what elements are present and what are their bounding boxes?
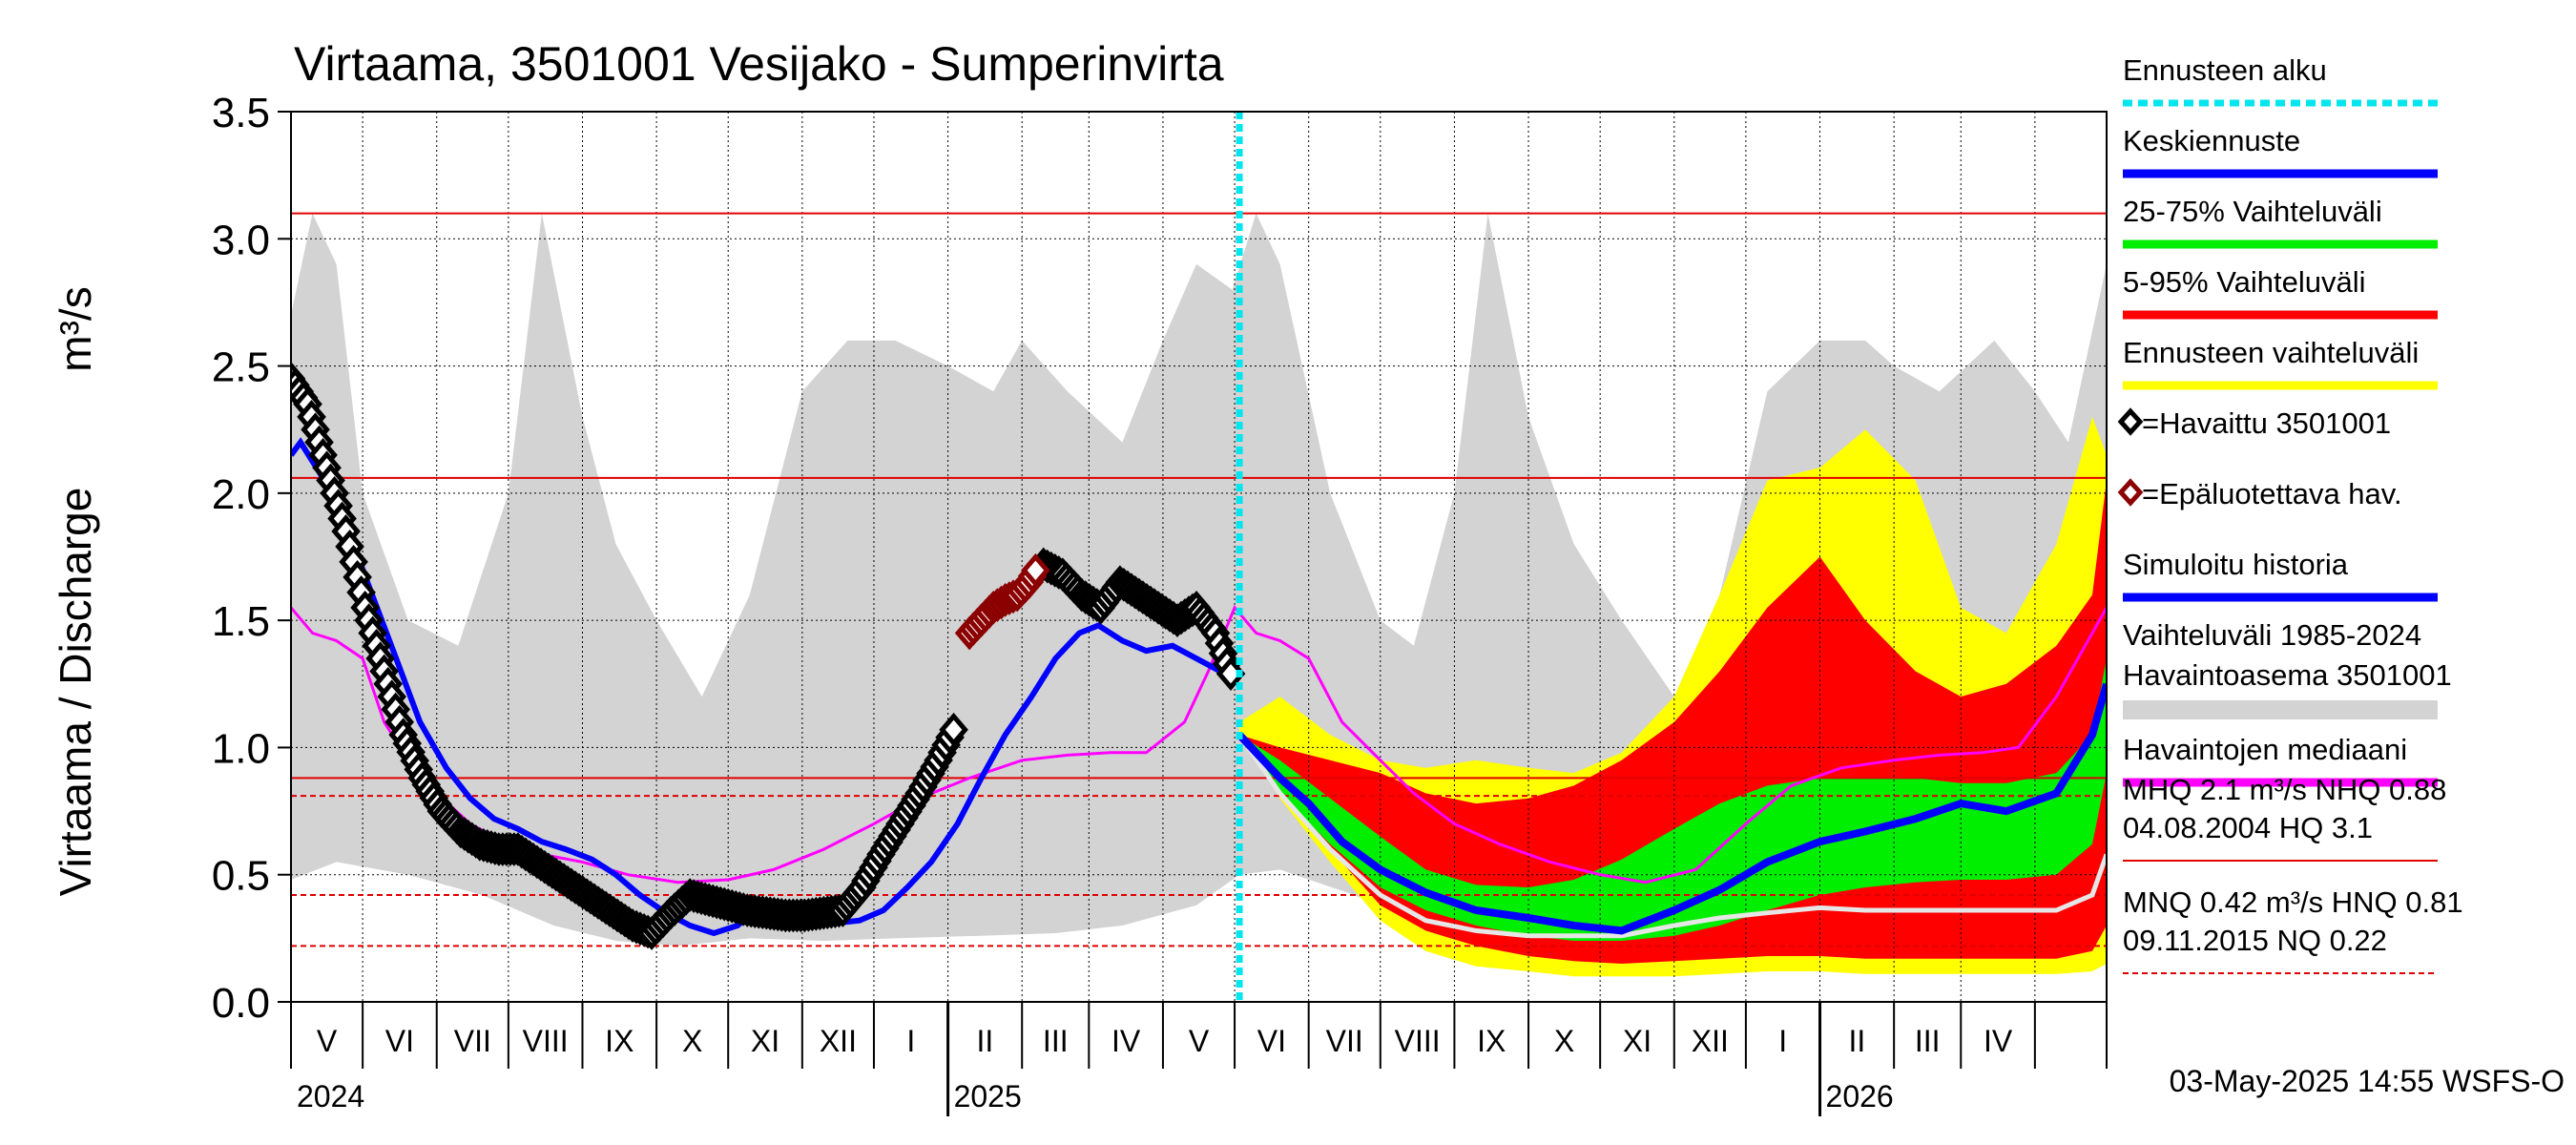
month-label: I bbox=[906, 1024, 915, 1058]
legend-label: Simuloitu historia bbox=[2123, 548, 2349, 581]
y-tick-label: 1.5 bbox=[212, 598, 270, 645]
y-axis-unit: m³/s bbox=[51, 286, 100, 371]
month-label: XII bbox=[1692, 1024, 1729, 1058]
legend: Ennusteen alku Keskiennuste 25-75% Vaihtel… bbox=[2117, 53, 2463, 974]
month-label: I bbox=[1778, 1024, 1787, 1058]
observed-point bbox=[939, 712, 968, 747]
plot-area bbox=[291, 112, 2107, 1002]
band-25-75 bbox=[1239, 658, 2107, 941]
legend-marker-6 bbox=[2117, 478, 2144, 507]
legend-label: 25-75% Vaihteluväli bbox=[2123, 195, 2382, 228]
y-tick-label: 2.5 bbox=[212, 344, 270, 391]
y-tick-label: 2.0 bbox=[212, 471, 270, 518]
y-tick-label: 1.0 bbox=[212, 725, 270, 772]
month-label: XI bbox=[751, 1024, 779, 1058]
unreliable-point bbox=[1021, 552, 1050, 588]
month-label: IV bbox=[1984, 1024, 2013, 1058]
y-tick-label: 3.0 bbox=[212, 217, 270, 263]
month-label: XI bbox=[1623, 1024, 1652, 1058]
footer-timestamp: 03-May-2025 14:55 WSFS-O bbox=[2170, 1064, 2565, 1098]
y-tick-label: 0.0 bbox=[212, 980, 270, 1027]
month-label: VI bbox=[1257, 1024, 1286, 1058]
legend-label: =Epäluotettava hav. bbox=[2142, 477, 2402, 510]
year-label: 2024 bbox=[297, 1079, 364, 1114]
stats-line: 04.08.2004 HQ 3.1 bbox=[2123, 811, 2373, 844]
y-tick-label: 3.5 bbox=[212, 90, 270, 136]
month-label: VIII bbox=[1395, 1024, 1441, 1058]
month-label: X bbox=[1554, 1024, 1574, 1058]
month-label: VII bbox=[1326, 1024, 1363, 1058]
legend-label: 5-95% Vaihteluväli bbox=[2123, 265, 2365, 299]
month-label: VI bbox=[385, 1024, 414, 1058]
month-label: IX bbox=[605, 1024, 634, 1058]
legend-marker-5 bbox=[2117, 407, 2144, 436]
legend-label: Keskiennuste bbox=[2123, 124, 2300, 157]
month-label: V bbox=[317, 1024, 338, 1058]
month-label: III bbox=[1043, 1024, 1069, 1058]
month-label: VIII bbox=[523, 1024, 569, 1058]
y-tick-label: 0.5 bbox=[212, 853, 270, 900]
stats-line: MHQ 2.1 m³/s NHQ 0.88 bbox=[2123, 773, 2446, 806]
year-label: 2025 bbox=[954, 1079, 1022, 1114]
month-label: IX bbox=[1477, 1024, 1506, 1058]
legend-label: Havaintojen mediaani bbox=[2123, 733, 2407, 766]
chart-title: Virtaama, 3501001 Vesijako - Sumperinvir… bbox=[294, 37, 1224, 91]
simulated-forecast-line bbox=[1237, 733, 2107, 939]
axes: 0.00.51.01.52.02.53.03.5V VI VII VIII IX X XI X… bbox=[212, 90, 2108, 1116]
month-label: IV bbox=[1111, 1024, 1141, 1058]
legend-label: Vaihteluväli 1985-2024 bbox=[2123, 618, 2421, 652]
month-label: II bbox=[977, 1024, 994, 1058]
month-label: X bbox=[682, 1024, 702, 1058]
legend-label: Ennusteen alku bbox=[2123, 53, 2327, 87]
plot-frame bbox=[290, 111, 2108, 1003]
month-label: VII bbox=[454, 1024, 491, 1058]
y-axis-label: Virtaama / Discharge bbox=[51, 488, 100, 897]
month-label: XII bbox=[820, 1024, 857, 1058]
stats-line: 09.11.2015 NQ 0.22 bbox=[2123, 924, 2387, 957]
month-label: III bbox=[1915, 1024, 1941, 1058]
legend-label: =Havaittu 3501001 bbox=[2142, 406, 2391, 440]
legend-label-2: Havaintoasema 3501001 bbox=[2123, 658, 2452, 692]
mean-forecast-line bbox=[1236, 682, 2107, 935]
observed-point bbox=[1215, 656, 1246, 691]
month-label: II bbox=[1848, 1024, 1865, 1058]
month-label: V bbox=[1189, 1024, 1210, 1058]
stats-line: MNQ 0.42 m³/s HNQ 0.81 bbox=[2123, 885, 2463, 919]
legend-label: Ennusteen vaihteluväli bbox=[2123, 336, 2419, 369]
year-label: 2026 bbox=[1826, 1079, 1894, 1114]
plot-content bbox=[291, 112, 2107, 1002]
